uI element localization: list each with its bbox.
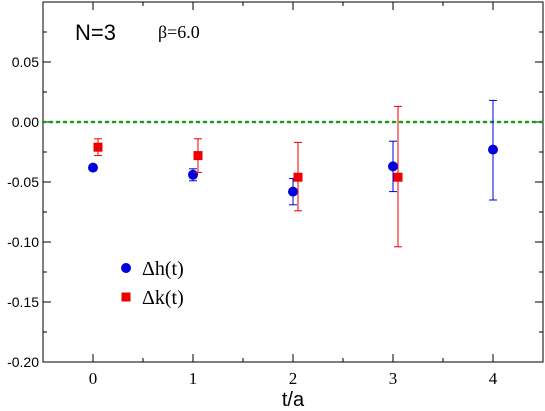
y-tick-label: 0.05: [12, 54, 39, 70]
data-point: [193, 151, 203, 161]
x-tick-label: 3: [389, 369, 398, 388]
y-tick-label: -0.10: [7, 234, 39, 250]
data-point: [93, 142, 103, 152]
y-tick-label: -0.20: [7, 354, 39, 370]
data-point: [88, 162, 98, 173]
chart-title: N=3: [75, 20, 116, 45]
legend-entry-1: Δh(t): [121, 258, 184, 280]
plot-data: [88, 99, 498, 248]
data-point: [188, 169, 198, 180]
legend-entry-2: Δk(t): [121, 287, 184, 309]
y-tick-label: -0.05: [7, 174, 39, 190]
y-tick-label: 0.00: [12, 114, 39, 130]
series-1: [88, 99, 498, 206]
series-2: [93, 105, 403, 248]
data-point: [288, 186, 298, 197]
x-tick-label: 1: [189, 369, 198, 388]
data-point: [488, 144, 498, 155]
data-point: [293, 172, 303, 182]
legend-label: Δh(t): [142, 258, 184, 280]
axes: -0.20 -0.15 -0.10 -0.05 0.00 0.05 0 1 2 3 4: [7, 1, 545, 388]
chart-subtitle: β=6.0: [158, 22, 200, 42]
x-tick-label: 0: [89, 369, 98, 388]
x-tick-label: 4: [489, 369, 498, 388]
y-tick-label: -0.15: [7, 294, 39, 310]
legend-marker: [121, 263, 131, 273]
x-tick-label: 2: [289, 369, 298, 388]
legend: Δh(t) Δk(t): [121, 258, 184, 309]
legend-label: Δk(t): [142, 287, 184, 309]
data-point: [388, 161, 398, 172]
legend-marker: [121, 292, 131, 302]
x-axis-label: t/a: [282, 389, 305, 411]
data-point: [393, 172, 403, 182]
